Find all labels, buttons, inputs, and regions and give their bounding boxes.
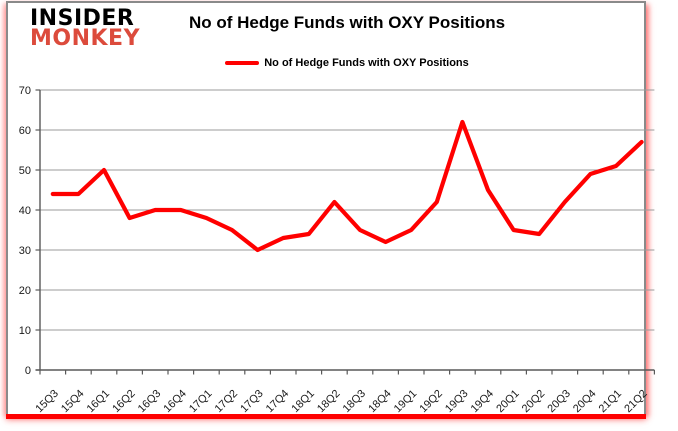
y-axis-tick-label: 60: [19, 125, 31, 137]
x-axis-tick-label: 19Q2: [417, 388, 445, 416]
x-axis-tick-label: 16Q2: [110, 388, 138, 416]
x-axis-tick-label: 15Q4: [59, 388, 87, 416]
legend-label: No of Hedge Funds with OXY Positions: [264, 57, 469, 69]
y-axis-tick-label: 40: [19, 205, 31, 217]
y-axis-tick-label: 0: [25, 365, 31, 377]
x-axis-tick-label: 16Q3: [136, 388, 164, 416]
y-axis-tick-label: 20: [19, 285, 31, 297]
x-axis-tick-label: 17Q4: [264, 388, 292, 416]
y-axis-tick-label: 50: [19, 165, 31, 177]
x-axis-tick-label: 20Q2: [520, 388, 548, 416]
x-axis-tick-label: 20Q4: [571, 388, 599, 416]
chart-legend: No of Hedge Funds with OXY Positions: [40, 57, 654, 69]
x-axis-tick-label: 19Q4: [469, 388, 497, 416]
x-axis-tick-label: 20Q3: [545, 388, 573, 416]
chart-title: No of Hedge Funds with OXY Positions: [188, 13, 506, 32]
hedge-fund-count-line: [50, 119, 644, 253]
x-axis-tick-label: 19Q1: [392, 388, 420, 416]
logo-text-insider: INSIDER: [30, 6, 135, 31]
x-axis-tick-label: 19Q3: [443, 388, 471, 416]
x-axis-tick-label: 21Q1: [597, 388, 625, 416]
logo-text-monkey: MONKEY: [30, 26, 141, 52]
y-axis-tick-label: 70: [19, 85, 31, 97]
x-axis-tick-label: 16Q1: [85, 388, 113, 416]
chart-card: [6, 1, 646, 414]
legend-line-swatch: [225, 61, 260, 65]
x-axis-tick-label: 20Q1: [494, 388, 522, 416]
insider-monkey-logo: INSIDER MONKEY: [30, 6, 141, 52]
x-axis-tick-label: 17Q1: [187, 388, 215, 416]
y-axis-tick-label: 10: [19, 325, 31, 337]
x-axis-tick-label: 21Q2: [622, 388, 650, 416]
accent-bottom-bar: [6, 414, 646, 419]
x-axis-tick-label: 17Q2: [213, 388, 241, 416]
x-axis-tick-label: 18Q4: [366, 388, 394, 416]
x-axis-tick-label: 15Q3: [33, 388, 61, 416]
x-axis-tick-label: 16Q4: [161, 388, 189, 416]
x-axis-tick-label: 18Q1: [289, 388, 317, 416]
y-axis-tick-label: 30: [19, 245, 31, 257]
x-axis-tick-label: 18Q3: [341, 388, 369, 416]
x-axis-tick-label: 17Q3: [238, 388, 266, 416]
x-axis-tick-label: 18Q2: [315, 388, 343, 416]
